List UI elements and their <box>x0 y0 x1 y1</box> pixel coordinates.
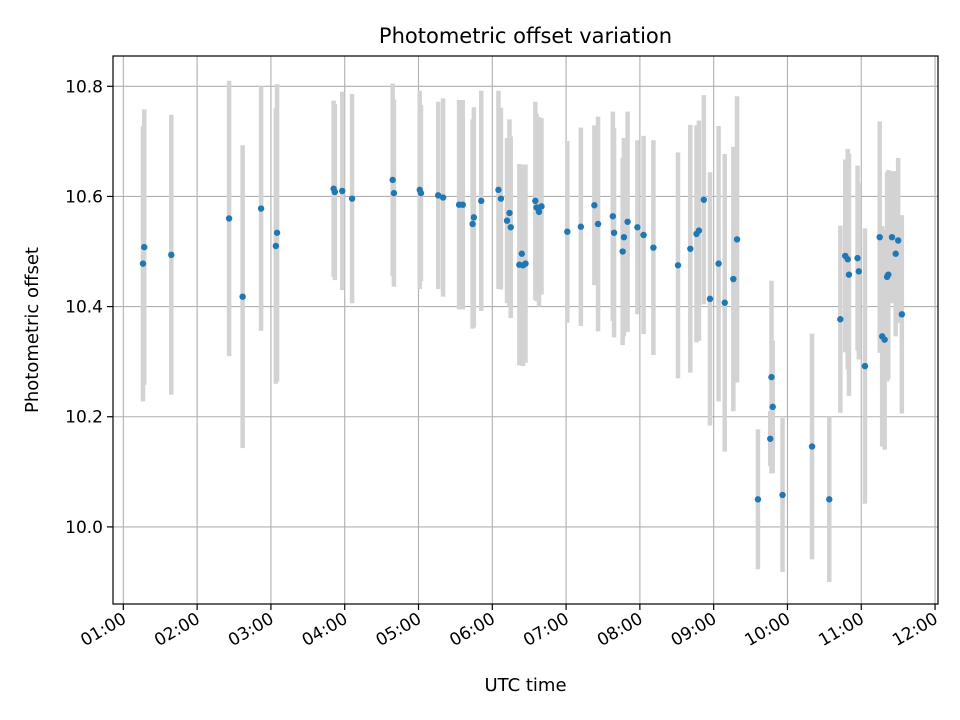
data-point <box>532 197 539 205</box>
x-tick-label: 11:00 <box>815 609 867 651</box>
data-point <box>577 223 585 230</box>
data-point <box>331 188 339 196</box>
data-point <box>495 186 502 194</box>
data-point <box>507 224 514 231</box>
data-points <box>139 176 906 503</box>
y-tick-label: 10.8 <box>65 77 103 97</box>
data-point <box>470 214 478 221</box>
data-point <box>139 260 147 267</box>
data-point <box>257 205 265 212</box>
data-point <box>808 443 816 450</box>
data-point <box>898 311 906 318</box>
data-point <box>715 260 722 267</box>
data-point <box>594 220 602 228</box>
data-point <box>733 236 741 243</box>
data-point <box>837 316 844 323</box>
data-point <box>706 295 714 303</box>
data-point <box>767 435 774 442</box>
data-point <box>168 251 175 259</box>
data-point <box>695 227 703 234</box>
data-point <box>564 228 571 235</box>
data-point <box>538 203 545 210</box>
data-point <box>700 196 708 203</box>
data-point <box>225 215 233 222</box>
y-tick-label: 10.2 <box>65 408 103 428</box>
data-point <box>844 256 851 263</box>
data-point <box>272 242 280 250</box>
data-point <box>348 195 356 202</box>
data-point <box>779 491 786 499</box>
data-point <box>885 271 892 278</box>
data-point <box>390 189 398 197</box>
data-point <box>730 275 737 283</box>
data-point <box>624 218 631 225</box>
x-tick-label: 06:00 <box>446 609 498 651</box>
x-tick-label: 07:00 <box>520 609 572 651</box>
data-point <box>876 233 883 241</box>
data-point <box>535 208 543 216</box>
data-point <box>861 362 869 370</box>
data-point <box>497 195 505 202</box>
data-point <box>469 220 476 228</box>
data-point <box>888 233 896 241</box>
data-point <box>619 248 626 255</box>
x-tick-label: 09:00 <box>668 609 720 651</box>
data-point <box>881 336 888 343</box>
data-point <box>768 373 775 381</box>
data-point <box>754 496 762 503</box>
x-tick-label: 08:00 <box>594 609 646 651</box>
x-tick-label: 02:00 <box>151 609 203 651</box>
data-point <box>687 245 694 252</box>
data-point <box>826 496 833 503</box>
data-point <box>721 299 728 306</box>
data-point <box>339 187 346 195</box>
data-point <box>506 209 513 217</box>
x-tick-label: 10:00 <box>742 609 794 651</box>
data-point <box>769 403 776 411</box>
error-bars <box>140 80 905 582</box>
data-point <box>854 254 861 262</box>
x-tick-label: 04:00 <box>299 609 351 651</box>
x-tick-label: 05:00 <box>373 609 425 651</box>
data-point <box>434 192 442 199</box>
data-point <box>610 229 618 236</box>
data-point <box>591 202 598 209</box>
data-point <box>417 189 425 197</box>
data-point <box>845 271 853 278</box>
data-point <box>478 197 485 205</box>
data-point <box>894 237 902 244</box>
y-tick-label: 10.4 <box>65 298 103 318</box>
y-tick-label: 10.6 <box>65 187 103 207</box>
data-point <box>459 201 466 208</box>
y-axis-label: Photometric offset <box>22 247 43 413</box>
data-point <box>892 250 899 257</box>
chart-title: Photometric offset variation <box>379 24 672 48</box>
x-tick-label: 03:00 <box>225 609 277 651</box>
y-tick-label: 10.0 <box>65 518 103 538</box>
data-point <box>522 260 529 267</box>
x-axis-label: UTC time <box>484 675 566 696</box>
data-point <box>239 293 246 300</box>
data-point <box>634 224 641 231</box>
data-point <box>609 213 617 220</box>
data-point <box>620 233 628 241</box>
data-point <box>141 243 148 251</box>
data-point <box>439 194 447 201</box>
data-point <box>640 231 647 239</box>
x-tick-label: 12:00 <box>889 609 941 651</box>
data-point <box>389 176 396 184</box>
x-tick-label: 01:00 <box>77 609 129 651</box>
data-point <box>273 229 281 236</box>
data-point <box>503 217 511 224</box>
data-point <box>855 268 862 275</box>
data-point <box>674 262 682 269</box>
data-point <box>650 244 657 251</box>
data-point <box>518 250 526 257</box>
plot-frame <box>112 55 939 605</box>
grid <box>113 56 938 604</box>
